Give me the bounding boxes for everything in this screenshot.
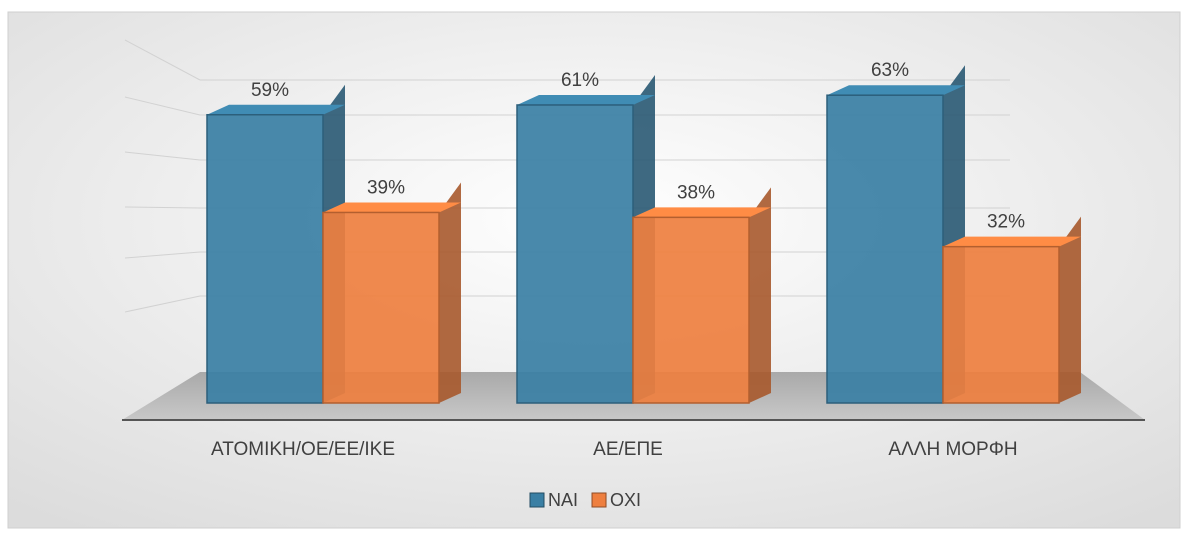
bar-top bbox=[633, 207, 771, 218]
bar bbox=[632, 216, 750, 404]
legend-swatch bbox=[591, 492, 607, 508]
data-label: 59% bbox=[251, 80, 289, 101]
legend-swatch bbox=[529, 492, 545, 508]
data-label: 39% bbox=[367, 177, 405, 198]
data-label: 63% bbox=[871, 60, 909, 81]
bar-side bbox=[1059, 216, 1081, 403]
bar bbox=[826, 94, 944, 404]
bars bbox=[206, 65, 1081, 404]
data-label: 61% bbox=[561, 70, 599, 91]
x-tick-label: ΑΛΛΗ ΜΟΡΦΗ bbox=[888, 439, 1017, 460]
legend-label: ΝΑΙ bbox=[548, 490, 578, 510]
bar-top bbox=[207, 104, 345, 115]
legend-label: ΟΧΙ bbox=[610, 490, 641, 510]
bar-top bbox=[943, 236, 1081, 247]
x-tick-label: ΑΕ/ΕΠΕ bbox=[593, 439, 663, 460]
bar-side bbox=[439, 182, 461, 403]
bar-side bbox=[749, 187, 771, 403]
bar bbox=[942, 245, 1060, 404]
data-label: 32% bbox=[987, 212, 1025, 233]
bar bbox=[206, 113, 324, 404]
bar bbox=[322, 211, 440, 404]
bar bbox=[516, 104, 634, 404]
bar-top bbox=[517, 94, 655, 105]
data-label: 38% bbox=[677, 182, 715, 203]
x-tick-label: ΑΤΟΜΙΚΗ/ΟΕ/ΕΕ/ΙΚΕ bbox=[211, 439, 395, 460]
bar-top bbox=[827, 85, 965, 96]
bar-top bbox=[323, 202, 461, 213]
